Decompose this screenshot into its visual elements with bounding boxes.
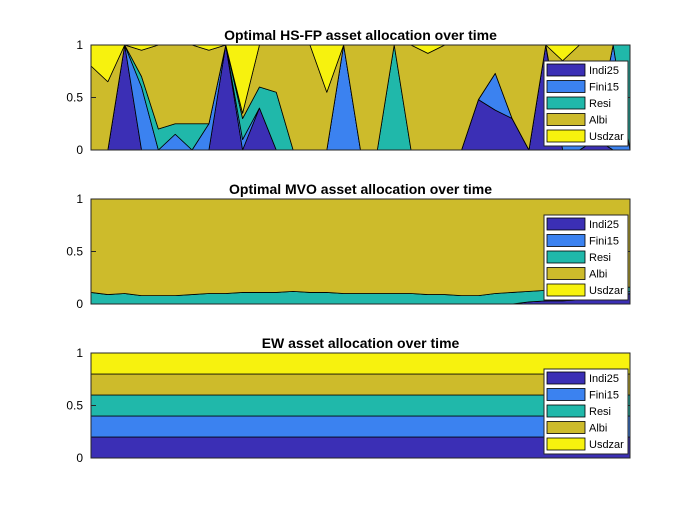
y-tick-label: 0.5 <box>66 245 83 259</box>
legend-swatch-usdzar <box>546 129 586 143</box>
legend-label-resi: Resi <box>589 252 611 264</box>
legend-swatch-indi25 <box>546 63 586 77</box>
legend-label-fini15: Fini15 <box>589 390 619 402</box>
chart-title: Optimal MVO asset allocation over time <box>229 181 492 197</box>
legend-label-indi25: Indi25 <box>589 219 619 231</box>
chart-panel-3: 0 0.5 1 EW asset allocation over time Indi25… <box>66 335 631 465</box>
y-tick-label: 1 <box>76 192 83 206</box>
legend-swatch-fini15 <box>546 234 586 247</box>
y-tick-label: 1 <box>76 38 83 52</box>
y-tick-label: 0 <box>76 451 83 465</box>
legend-swatch-indi25 <box>546 217 586 231</box>
chart-panel-2: 0 0.5 1 Optimal MVO asset allocation over t… <box>66 181 631 311</box>
legend-swatch-resi <box>546 96 586 110</box>
legend-swatch-albi <box>546 421 586 434</box>
legend-swatch-usdzar <box>546 437 586 451</box>
y-tick-label: 0.5 <box>66 91 83 105</box>
y-tick-label: 1 <box>76 346 83 360</box>
legend: Indi25 Fini15 Resi Albi Usdzar <box>543 60 629 147</box>
legend-label-usdzar: Usdzar <box>589 439 624 451</box>
legend-swatch-usdzar <box>546 283 586 297</box>
chart-title: EW asset allocation over time <box>262 335 460 351</box>
legend-label-usdzar: Usdzar <box>589 285 624 297</box>
legend-label-albi: Albi <box>589 423 607 435</box>
legend-label-indi25: Indi25 <box>589 373 619 385</box>
legend-label-albi: Albi <box>589 269 607 281</box>
legend-swatch-resi <box>546 404 586 418</box>
legend-label-albi: Albi <box>589 115 607 127</box>
legend: Indi25 Fini15 Resi Albi Usdzar <box>543 214 629 301</box>
legend-label-indi25: Indi25 <box>589 65 619 77</box>
y-tick-label: 0 <box>76 143 83 157</box>
legend-swatch-indi25 <box>546 371 586 385</box>
y-tick-label: 0 <box>76 297 83 311</box>
chart-title: Optimal HS-FP asset allocation over time <box>224 27 497 43</box>
legend-swatch-fini15 <box>546 80 586 93</box>
legend-swatch-fini15 <box>546 388 586 401</box>
legend: Indi25 Fini15 Resi Albi Usdzar <box>543 368 629 455</box>
chart-panel-1: 0 0.5 1 Optimal HS-FP asset allocation over… <box>66 27 631 157</box>
legend-swatch-albi <box>546 113 586 126</box>
legend-label-fini15: Fini15 <box>589 82 619 94</box>
legend-swatch-resi <box>546 250 586 264</box>
legend-label-resi: Resi <box>589 406 611 418</box>
legend-label-usdzar: Usdzar <box>589 131 624 143</box>
legend-label-fini15: Fini15 <box>589 236 619 248</box>
y-tick-label: 0.5 <box>66 399 83 413</box>
legend-label-resi: Resi <box>589 98 611 110</box>
legend-swatch-albi <box>546 267 586 280</box>
